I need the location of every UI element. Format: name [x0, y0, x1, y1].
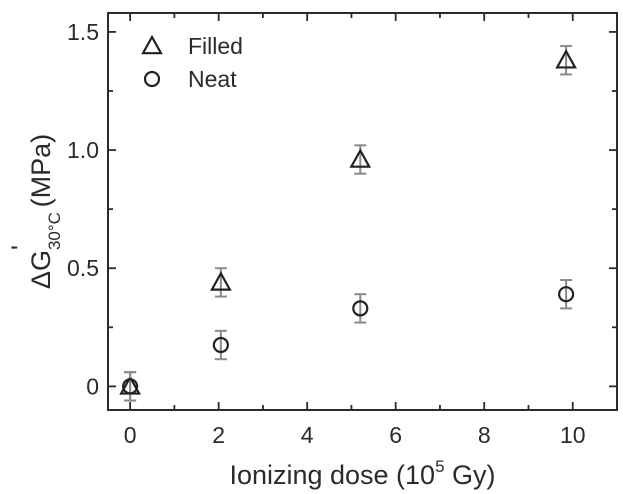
series-neat — [122, 279, 575, 402]
legend-triangle-marker — [141, 34, 163, 55]
x-tick-label: 4 — [301, 422, 314, 448]
y-axis-title: ΔG30°C ' (MPa) — [6, 134, 64, 289]
circle-point — [352, 300, 369, 317]
legend-label-neat: Neat — [188, 66, 237, 92]
x-axis-title: Ionizing dose (105 Gy) — [229, 457, 495, 490]
y-axis-title-prime: ' — [6, 245, 36, 250]
x-tick-label: 2 — [212, 422, 225, 448]
y-tick-label: 0 — [86, 373, 99, 399]
x-tick-label: 10 — [560, 422, 586, 448]
x-tick-label: 8 — [478, 422, 491, 448]
y-axis-title-suffix: (MPa) — [26, 134, 56, 215]
triangle-point — [349, 148, 372, 168]
x-axis-title-suffix: Gy) — [445, 460, 496, 490]
series-filled — [119, 45, 577, 402]
x-tick-label: 0 — [124, 422, 137, 448]
x-axis-title-superscript: 5 — [435, 457, 444, 476]
circle-point — [557, 286, 575, 303]
y-axis-title-prefix: ΔG — [26, 250, 56, 289]
y-axis-title-subscript: 30°C — [45, 212, 64, 250]
triangle-point — [555, 48, 577, 69]
triangle-point — [209, 271, 232, 291]
y-tick-label: 0.5 — [67, 255, 99, 281]
circle-point — [122, 378, 139, 395]
legend-circle-marker — [143, 70, 161, 88]
legend-label-filled: Filled — [188, 33, 243, 59]
axis-ticks: 0 2 4 6 8 10 0 0.5 1.0 1.5 — [67, 13, 618, 448]
circle-point — [212, 336, 229, 354]
y-tick-label: 1.0 — [67, 137, 99, 163]
plot-marks — [119, 45, 577, 402]
legend: Filled Neat — [141, 33, 243, 92]
x-axis-title-prefix: Ionizing dose (10 — [229, 460, 435, 490]
plot-frame — [107, 12, 618, 411]
x-tick-label: 6 — [389, 422, 402, 448]
y-tick-label: 1.5 — [67, 19, 99, 45]
